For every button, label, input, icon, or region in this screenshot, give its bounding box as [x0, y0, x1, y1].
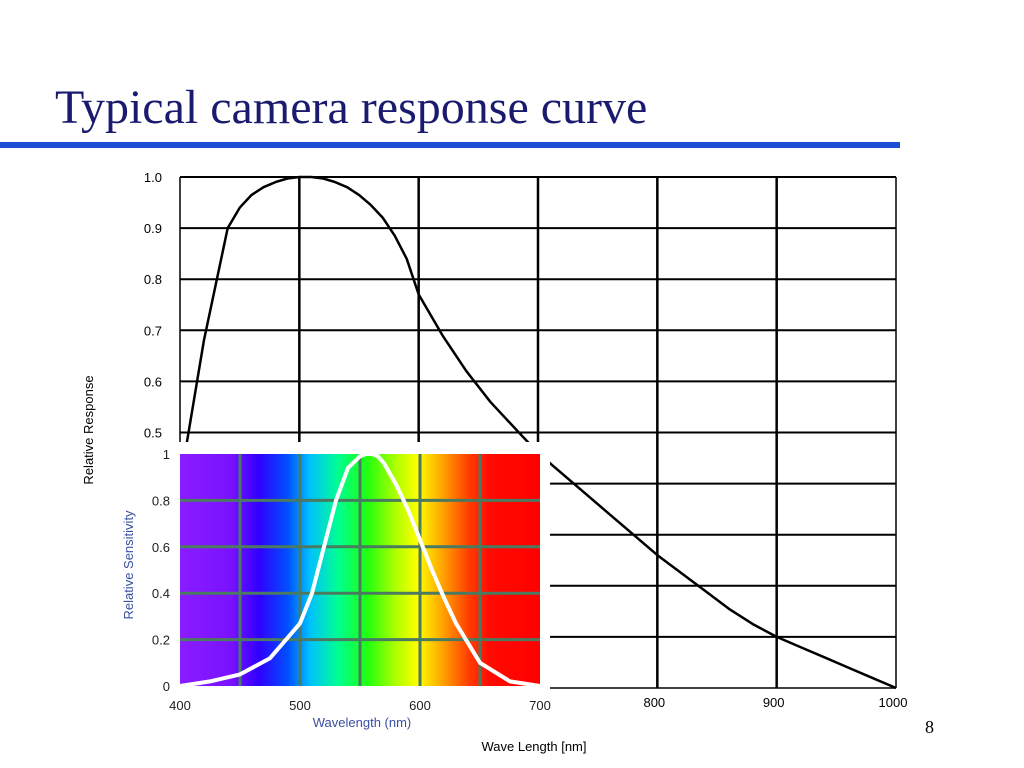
main-response-curve — [178, 175, 897, 690]
main-y-axis-label: Relative Response — [81, 375, 96, 484]
main-x-tick-label: 800 — [643, 695, 665, 710]
inset-y-tick-labels: 0 0.2 0.4 0.6 0.8 1 — [152, 447, 170, 694]
page-number: 8 — [925, 717, 934, 737]
main-x-tick-label: 900 — [763, 695, 785, 710]
inset-x-tick-labels: 400 500 600 700 — [169, 698, 551, 713]
slide-title: Typical camera response curve — [55, 81, 648, 134]
main-y-tick-label: 0.6 — [144, 374, 162, 389]
inset-y-tick-label: 0.8 — [152, 493, 170, 508]
main-y-tick-labels: 0.5 0.6 0.7 0.8 0.9 1.0 — [144, 170, 162, 441]
main-y-tick-label: 0.8 — [144, 272, 162, 287]
inset-x-tick-label: 500 — [289, 698, 311, 713]
inset-x-tick-label: 600 — [409, 698, 431, 713]
inset-x-axis-label: Wavelength (nm) — [313, 715, 412, 730]
title-underline — [0, 142, 900, 148]
main-x-axis-label: Wave Length [nm] — [481, 739, 586, 754]
main-y-tick-label: 1.0 — [144, 170, 162, 185]
inset-y-tick-label: 0.2 — [152, 633, 170, 648]
inset-sensitivity-curve — [179, 452, 541, 688]
inset-x-tick-label: 400 — [169, 698, 191, 713]
inset-x-tick-label: 700 — [529, 698, 551, 713]
inset-y-tick-label: 1 — [163, 447, 170, 462]
main-x-tick-label: 1000 — [879, 695, 908, 710]
main-chart-series — [178, 175, 897, 690]
main-y-tick-label: 0.5 — [144, 426, 162, 441]
inset-y-tick-label: 0 — [163, 679, 170, 694]
inset-y-tick-label: 0.6 — [152, 540, 170, 555]
inset-chart-series — [179, 452, 541, 688]
inset-y-tick-label: 0.4 — [152, 586, 170, 601]
main-x-tick-labels: 800 900 1000 — [643, 695, 907, 710]
inset-y-axis-label: Relative Sensitivity — [121, 510, 136, 620]
inset-chart-grid — [180, 454, 540, 686]
main-y-tick-label: 0.7 — [144, 323, 162, 338]
main-y-tick-label: 0.9 — [144, 221, 162, 236]
